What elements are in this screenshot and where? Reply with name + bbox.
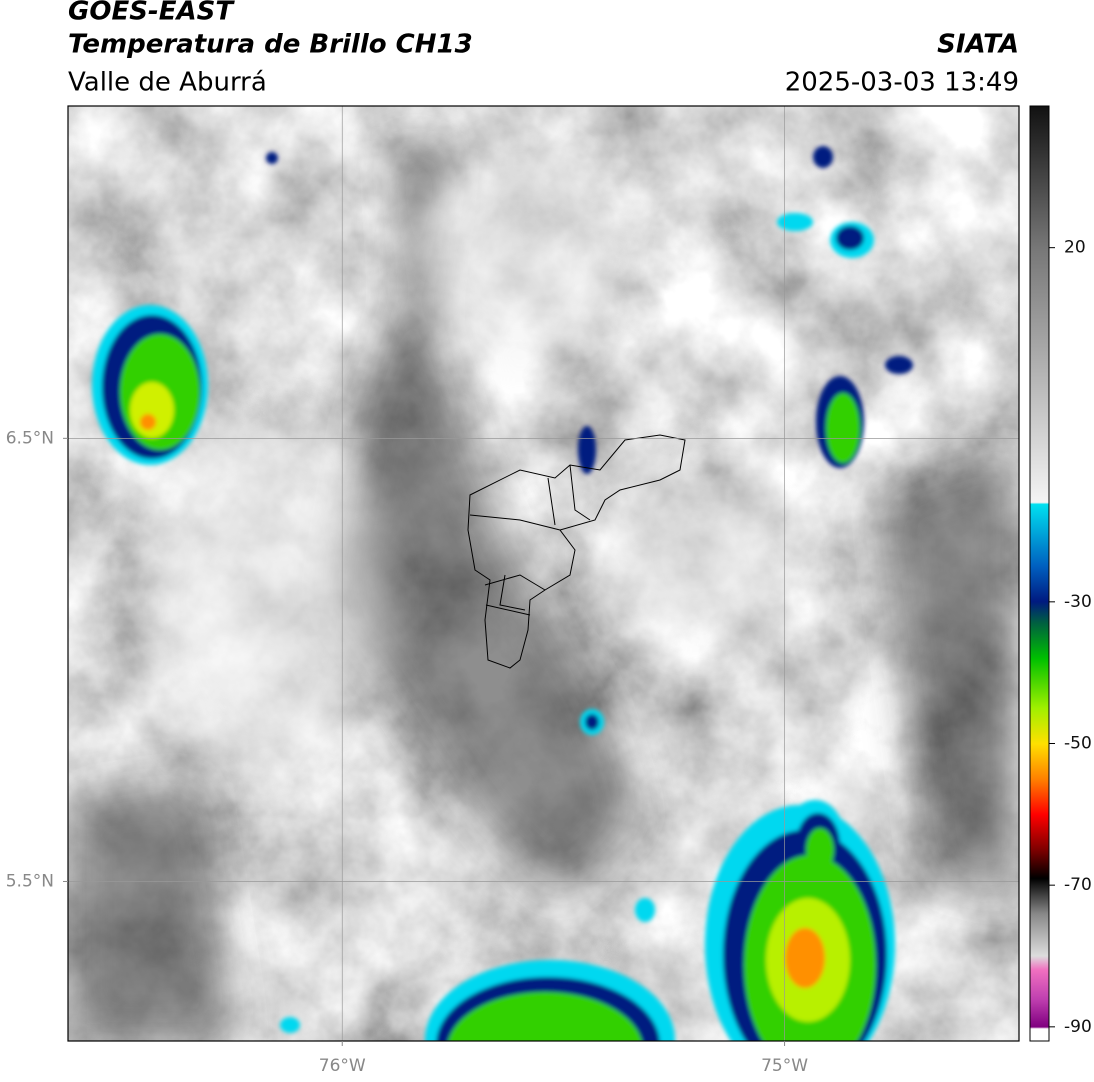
- colorbar-tick-label: -70: [1064, 875, 1092, 895]
- colorbar: [1029, 105, 1050, 1042]
- y-tick-label: 5.5°N: [6, 871, 54, 891]
- municipal-boundaries: [467, 434, 686, 669]
- source: SIATA: [937, 30, 1019, 60]
- colorbar-tick-label: 20: [1064, 238, 1086, 258]
- cold-cloud-tops: [92, 146, 913, 1041]
- datetime: 2025-03-03 13:49: [785, 68, 1019, 98]
- x-tick-label: 76°W: [319, 1056, 366, 1076]
- satellite-image: [68, 106, 1019, 1041]
- map-frame: [67, 105, 1020, 1042]
- colorbar-tick-label: -30: [1064, 592, 1092, 612]
- colorbar-tick-label: -50: [1064, 734, 1092, 754]
- graticule: [68, 106, 1019, 1041]
- colorbar-tick-label: -90: [1064, 1017, 1092, 1037]
- region: Valle de Aburrá: [68, 68, 267, 98]
- y-tick-label: 6.5°N: [6, 428, 54, 448]
- subtitle: Temperatura de Brillo CH13: [68, 30, 473, 60]
- title: GOES-EAST: [68, 0, 235, 27]
- x-tick-label: 75°W: [761, 1056, 808, 1076]
